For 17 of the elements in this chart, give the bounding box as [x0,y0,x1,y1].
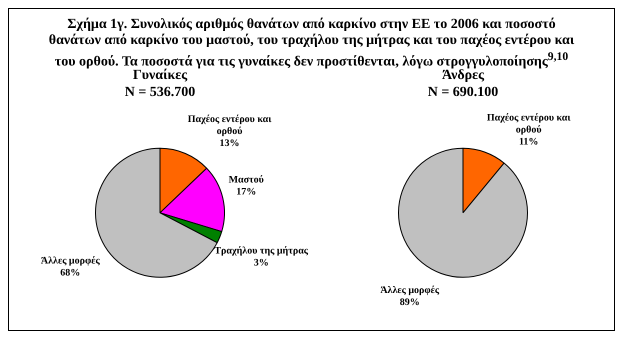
data-label: 13% [220,138,240,149]
slice-label: Τραχήλου της μήτρας [214,245,310,256]
data-label: 68% [60,266,81,278]
data-label: 17% [236,186,256,198]
data-label: 3% [254,257,269,268]
chart-title: Γυναίκες [133,68,188,83]
slice-label: Μαστού [228,174,264,186]
chart-subtitle: N = 536.700 [124,84,196,100]
chart-title: Άνδρες [442,68,485,83]
data-label: 11% [518,136,538,148]
data-label: 89% [399,296,420,308]
slice-label: Παχέος εντέρου και ορθού [188,114,272,137]
slice-label: Άλλες μορφές [380,284,440,296]
slice-label: Παχέος εντέρου και ορθού [486,112,572,136]
chart-subtitle: N = 690.100 [427,84,498,100]
slice-label: Άλλες μορφές [41,254,101,266]
text: Σχήμα 1γ. Συνολικός αριθμός θανάτων από καρκίνο στην ΕΕ το 2006 και ποσοστό θανάτων από καρκίνο του μαστού, του τραχήλου της μήτρας και του παχέος εντέρου και του ορθού. Τα ποσοστά για τις γυναίκες δεν προστίθενται, λόγω στρογγυλοποίησης$^{9,10}$ [48,17,576,70]
